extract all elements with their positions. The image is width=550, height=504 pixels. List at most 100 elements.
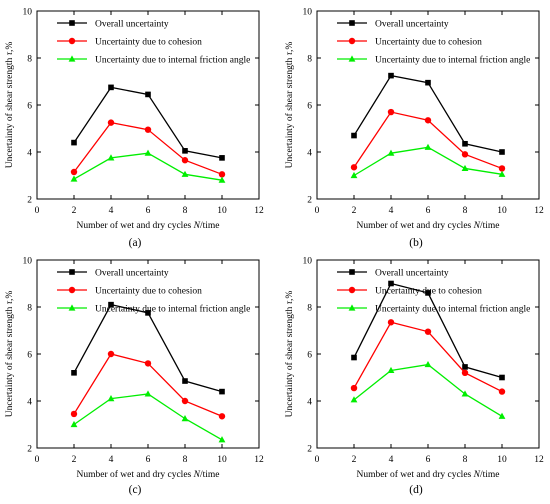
legend-marker	[348, 37, 356, 45]
x-tick-label: 8	[463, 455, 468, 465]
data-point	[462, 140, 468, 147]
panel-caption: (d)	[409, 484, 423, 496]
x-tick-label: 10	[497, 455, 507, 465]
data-point	[145, 310, 151, 316]
y-tick-label: 8	[27, 304, 32, 314]
legend: Overall uncertainty Uncertainty due to co…	[337, 20, 530, 66]
legend-label: Uncertainty due to cohesion	[375, 287, 482, 297]
x-axis-variable: N	[193, 470, 201, 480]
y-axis-unit: ,%	[5, 291, 15, 301]
data-point	[218, 436, 226, 443]
y-axis-unit: ,%	[285, 291, 295, 301]
series-line-3	[73, 152, 223, 181]
legend-label: Overall uncertainty	[95, 269, 169, 279]
x-axis-unit: /time	[480, 221, 500, 231]
panel-caption: (a)	[129, 237, 142, 249]
data-point	[425, 79, 431, 86]
data-point	[107, 395, 115, 402]
data-point	[388, 72, 394, 79]
x-tick-label: 0	[315, 206, 320, 216]
x-axis-variable: N	[193, 221, 201, 231]
data-point	[145, 91, 151, 98]
data-point	[424, 328, 432, 335]
legend-label: Uncertainty due to cohesion	[95, 287, 202, 297]
legend-label: Uncertainty due to internal friction ang…	[95, 304, 250, 315]
x-tick-label: 4	[389, 455, 394, 465]
x-tick-label: 4	[109, 455, 114, 465]
data-point	[144, 390, 152, 397]
x-tick-label: 2	[352, 206, 357, 216]
data-point	[350, 384, 358, 392]
legend-label: Overall uncertainty	[375, 269, 449, 279]
data-point	[350, 396, 358, 403]
data-point	[350, 171, 358, 179]
x-axis-title-text: Number of wet and dry cycles	[356, 220, 473, 231]
legend-marker	[68, 304, 76, 311]
y-tick-label: 4	[307, 149, 312, 159]
x-tick-label: 0	[35, 455, 40, 465]
data-point	[387, 149, 395, 156]
x-tick-label: 6	[146, 206, 151, 216]
x-tick-label: 6	[426, 455, 431, 465]
y-tick-label: 10	[23, 257, 33, 267]
legend: Overall uncertainty Uncertainty due to co…	[57, 20, 250, 66]
x-tick-label: 10	[497, 206, 507, 216]
y-tick-label: 4	[27, 398, 32, 408]
data-point	[218, 176, 226, 183]
x-tick-label: 4	[109, 206, 114, 216]
data-point	[108, 84, 114, 91]
panel-caption: (b)	[409, 237, 423, 249]
x-axis-title: Number of wet and dry cycles N/time	[76, 220, 219, 231]
data-point	[181, 157, 189, 164]
y-axis-title: Uncertainty of shear strength τ,%	[284, 42, 295, 169]
legend-label: Uncertainty due to internal friction ang…	[375, 55, 530, 66]
data-point	[425, 290, 431, 296]
x-tick-label: 6	[146, 455, 151, 465]
data-point	[107, 154, 115, 161]
x-axis-variable: N	[473, 470, 481, 480]
y-tick-label: 6	[307, 351, 312, 361]
y-axis-title-text: Uncertainty of shear strength	[284, 304, 295, 417]
y-axis-title: Uncertainty of shear strength τ,%	[4, 42, 15, 169]
data-point	[107, 350, 115, 358]
legend-label: Overall uncertainty	[95, 20, 169, 30]
data-point	[71, 370, 77, 376]
series-line-3	[353, 146, 503, 177]
data-point	[424, 117, 432, 124]
y-axis-unit: ,%	[5, 42, 15, 52]
x-tick-label: 2	[72, 206, 77, 216]
legend-label: Uncertainty due to cohesion	[95, 38, 202, 48]
data-point	[387, 319, 395, 326]
data-point	[181, 170, 189, 177]
x-tick-label: 8	[463, 206, 468, 216]
data-point	[498, 412, 506, 419]
y-axis-variable: τ	[285, 51, 295, 55]
data-point	[498, 388, 506, 395]
y-axis-title: Uncertainty of shear strength τ,%	[4, 291, 15, 418]
y-tick-label: 4	[307, 398, 312, 408]
data-point	[107, 119, 115, 126]
series-line-1	[73, 86, 223, 159]
data-point	[70, 410, 78, 418]
x-tick-label: 0	[35, 206, 40, 216]
y-axis-unit: ,%	[285, 42, 295, 52]
x-tick-label: 2	[352, 455, 357, 465]
y-axis-variable: τ	[5, 300, 15, 304]
data-point	[387, 108, 395, 116]
data-point	[499, 149, 505, 155]
legend-label: Uncertainty due to internal friction ang…	[375, 304, 530, 315]
series-line-3	[73, 393, 223, 441]
legend-marker	[348, 304, 356, 311]
data-point	[424, 143, 432, 150]
data-point	[219, 388, 225, 395]
x-axis-title-text: Number of wet and dry cycles	[76, 220, 193, 231]
x-axis-unit: /time	[480, 470, 500, 480]
legend-marker	[69, 269, 75, 275]
data-point	[182, 148, 188, 154]
data-point	[351, 354, 357, 361]
y-axis-variable: τ	[5, 51, 15, 55]
data-point	[219, 155, 225, 161]
y-tick-label: 6	[307, 102, 312, 112]
